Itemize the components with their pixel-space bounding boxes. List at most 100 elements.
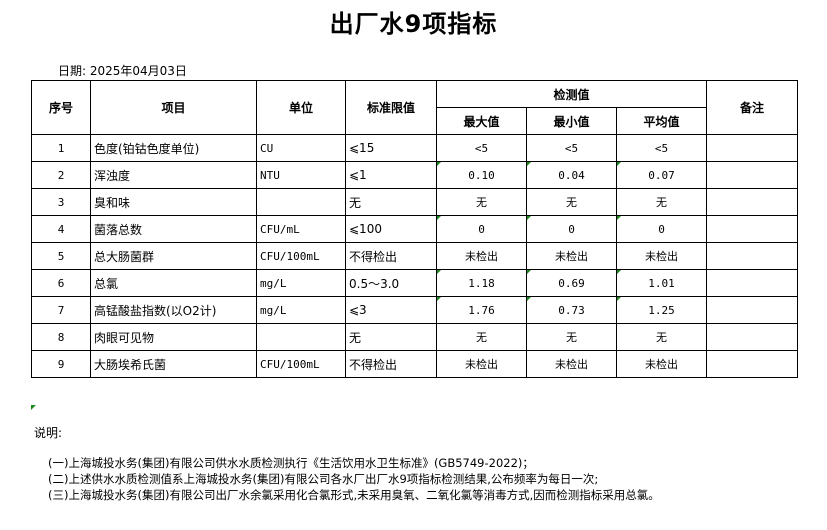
cell-text: 无 xyxy=(349,195,362,210)
cell-max: 0 xyxy=(436,215,527,243)
cell-limit: ⩽1 xyxy=(345,161,437,189)
cell-limit: ⩽100 xyxy=(345,215,437,243)
cell-text: 0.04 xyxy=(558,168,585,182)
cell-text: 8 xyxy=(57,330,65,344)
cell-text: 高锰酸盐指数(以O2计) xyxy=(94,303,217,318)
cell-text: 未检出 xyxy=(645,358,678,371)
cell-unit: CFU/100mL xyxy=(256,350,346,378)
cell-text: 0 xyxy=(478,222,485,236)
cell-max: <5 xyxy=(436,134,527,162)
cell-text: 未检出 xyxy=(555,358,588,371)
cell-limit: 不得检出 xyxy=(345,350,437,378)
cell-remark xyxy=(706,323,798,351)
cell-flag-icon xyxy=(437,297,441,301)
cell-text: 大肠埃希氏菌 xyxy=(94,357,167,372)
note-item: (三)上海城投水务(集团)有限公司出厂水余氯采用化合氯形式,未采用臭氧、二氧化氯… xyxy=(48,488,660,502)
cell-text: CFU/100mL xyxy=(260,357,320,371)
table-row: 6 总氯 mg/L 0.5～3.0 1.18 0.69 1.01 xyxy=(31,269,798,297)
cell-item: 大肠埃希氏菌 xyxy=(90,350,257,378)
cell-text: CFU/100mL xyxy=(260,249,320,263)
cell-text: <5 xyxy=(474,141,489,155)
cell-max: 1.76 xyxy=(436,296,527,324)
cell-unit: NTU xyxy=(256,161,346,189)
cell-text: <5 xyxy=(654,141,669,155)
cell-max: 0.10 xyxy=(436,161,527,189)
cell-avg: 未检出 xyxy=(616,242,707,270)
cell-text: 0.73 xyxy=(558,303,585,317)
cell-text: ⩽3 xyxy=(349,303,367,317)
note-item: (一)上海城投水务(集团)有限公司供水水质检测执行《生活饮用水卫生标准》(GB5… xyxy=(48,456,534,470)
cell-text: 无 xyxy=(476,331,487,344)
cell-text: 3 xyxy=(57,195,65,209)
cell-text: 色度(铂钴色度单位) xyxy=(94,141,200,156)
cell-text: 肉眼可见物 xyxy=(94,330,155,345)
cell-flag-icon xyxy=(527,162,531,166)
header-remark: 备注 xyxy=(706,80,798,135)
cell-text: 无 xyxy=(476,196,487,209)
cell-avg: 1.01 xyxy=(616,269,707,297)
cell-min: 无 xyxy=(526,188,617,216)
cell-avg: 无 xyxy=(616,323,707,351)
table-row: 7 高锰酸盐指数(以O2计) mg/L ⩽3 1.76 0.73 1.25 xyxy=(31,296,798,324)
cell-flag-icon xyxy=(437,162,441,166)
cell-text: 无 xyxy=(566,196,577,209)
cell-no: 2 xyxy=(31,161,91,189)
cell-flag-icon xyxy=(617,270,621,274)
cell-limit: 0.5～3.0 xyxy=(345,269,437,297)
cell-no: 9 xyxy=(31,350,91,378)
cell-limit: 无 xyxy=(345,188,437,216)
cell-no: 1 xyxy=(31,134,91,162)
cell-text: 9 xyxy=(57,357,65,371)
cell-text: 总氯 xyxy=(94,276,119,291)
cell-remark xyxy=(706,350,798,378)
cell-min: 0 xyxy=(526,215,617,243)
cell-limit: ⩽15 xyxy=(345,134,437,162)
cell-unit xyxy=(256,188,346,216)
cell-text: 0.10 xyxy=(468,168,495,182)
cell-remark xyxy=(706,269,798,297)
cell-text: 菌落总数 xyxy=(94,222,143,237)
cell-text: 2 xyxy=(57,168,65,182)
cell-min: 未检出 xyxy=(526,350,617,378)
cell-item: 浑浊度 xyxy=(90,161,257,189)
cell-flag-icon xyxy=(31,405,36,410)
cell-min: 无 xyxy=(526,323,617,351)
header-max: 最大值 xyxy=(436,107,527,135)
notes-label: 说明: xyxy=(34,426,63,440)
cell-no: 4 xyxy=(31,215,91,243)
cell-text: 未检出 xyxy=(555,250,588,263)
table-row: 3 臭和味 无 无 无 无 xyxy=(31,188,798,216)
cell-flag-icon xyxy=(617,297,621,301)
cell-unit: CFU/100mL xyxy=(256,242,346,270)
cell-flag-icon xyxy=(617,216,621,220)
cell-unit: CFU/mL xyxy=(256,215,346,243)
header-avg: 平均值 xyxy=(616,107,707,135)
cell-no: 3 xyxy=(31,188,91,216)
cell-no: 6 xyxy=(31,269,91,297)
cell-text: CU xyxy=(260,141,274,155)
cell-remark xyxy=(706,188,798,216)
header-min: 最小值 xyxy=(526,107,617,135)
cell-text: 1.25 xyxy=(648,303,675,317)
table-row: 5 总大肠菌群 CFU/100mL 不得检出 未检出 未检出 未检出 xyxy=(31,242,798,270)
table-row: 4 菌落总数 CFU/mL ⩽100 0 0 0 xyxy=(31,215,798,243)
cell-no: 5 xyxy=(31,242,91,270)
water-quality-table: 序号 项目 单位 标准限值 检测值 备注 最大值 最小值 平均值 1 色度(铂钴色… xyxy=(31,80,798,378)
table-row: 8 肉眼可见物 无 无 无 无 xyxy=(31,323,798,351)
cell-text: 无 xyxy=(656,196,667,209)
cell-text: 未检出 xyxy=(465,250,498,263)
cell-remark xyxy=(706,242,798,270)
table-row: 1 色度(铂钴色度单位) CU ⩽15 <5 <5 <5 xyxy=(31,134,798,162)
header-limit: 标准限值 xyxy=(345,80,437,135)
header-unit: 单位 xyxy=(256,80,346,135)
cell-unit: mg/L xyxy=(256,296,346,324)
cell-text: 5 xyxy=(57,249,65,263)
cell-item: 总氯 xyxy=(90,269,257,297)
cell-limit: 无 xyxy=(345,323,437,351)
cell-text: 无 xyxy=(656,331,667,344)
cell-text: 未检出 xyxy=(465,358,498,371)
cell-text: 臭和味 xyxy=(94,195,131,210)
cell-text: 无 xyxy=(349,330,362,345)
cell-item: 肉眼可见物 xyxy=(90,323,257,351)
cell-text: 4 xyxy=(57,222,65,236)
